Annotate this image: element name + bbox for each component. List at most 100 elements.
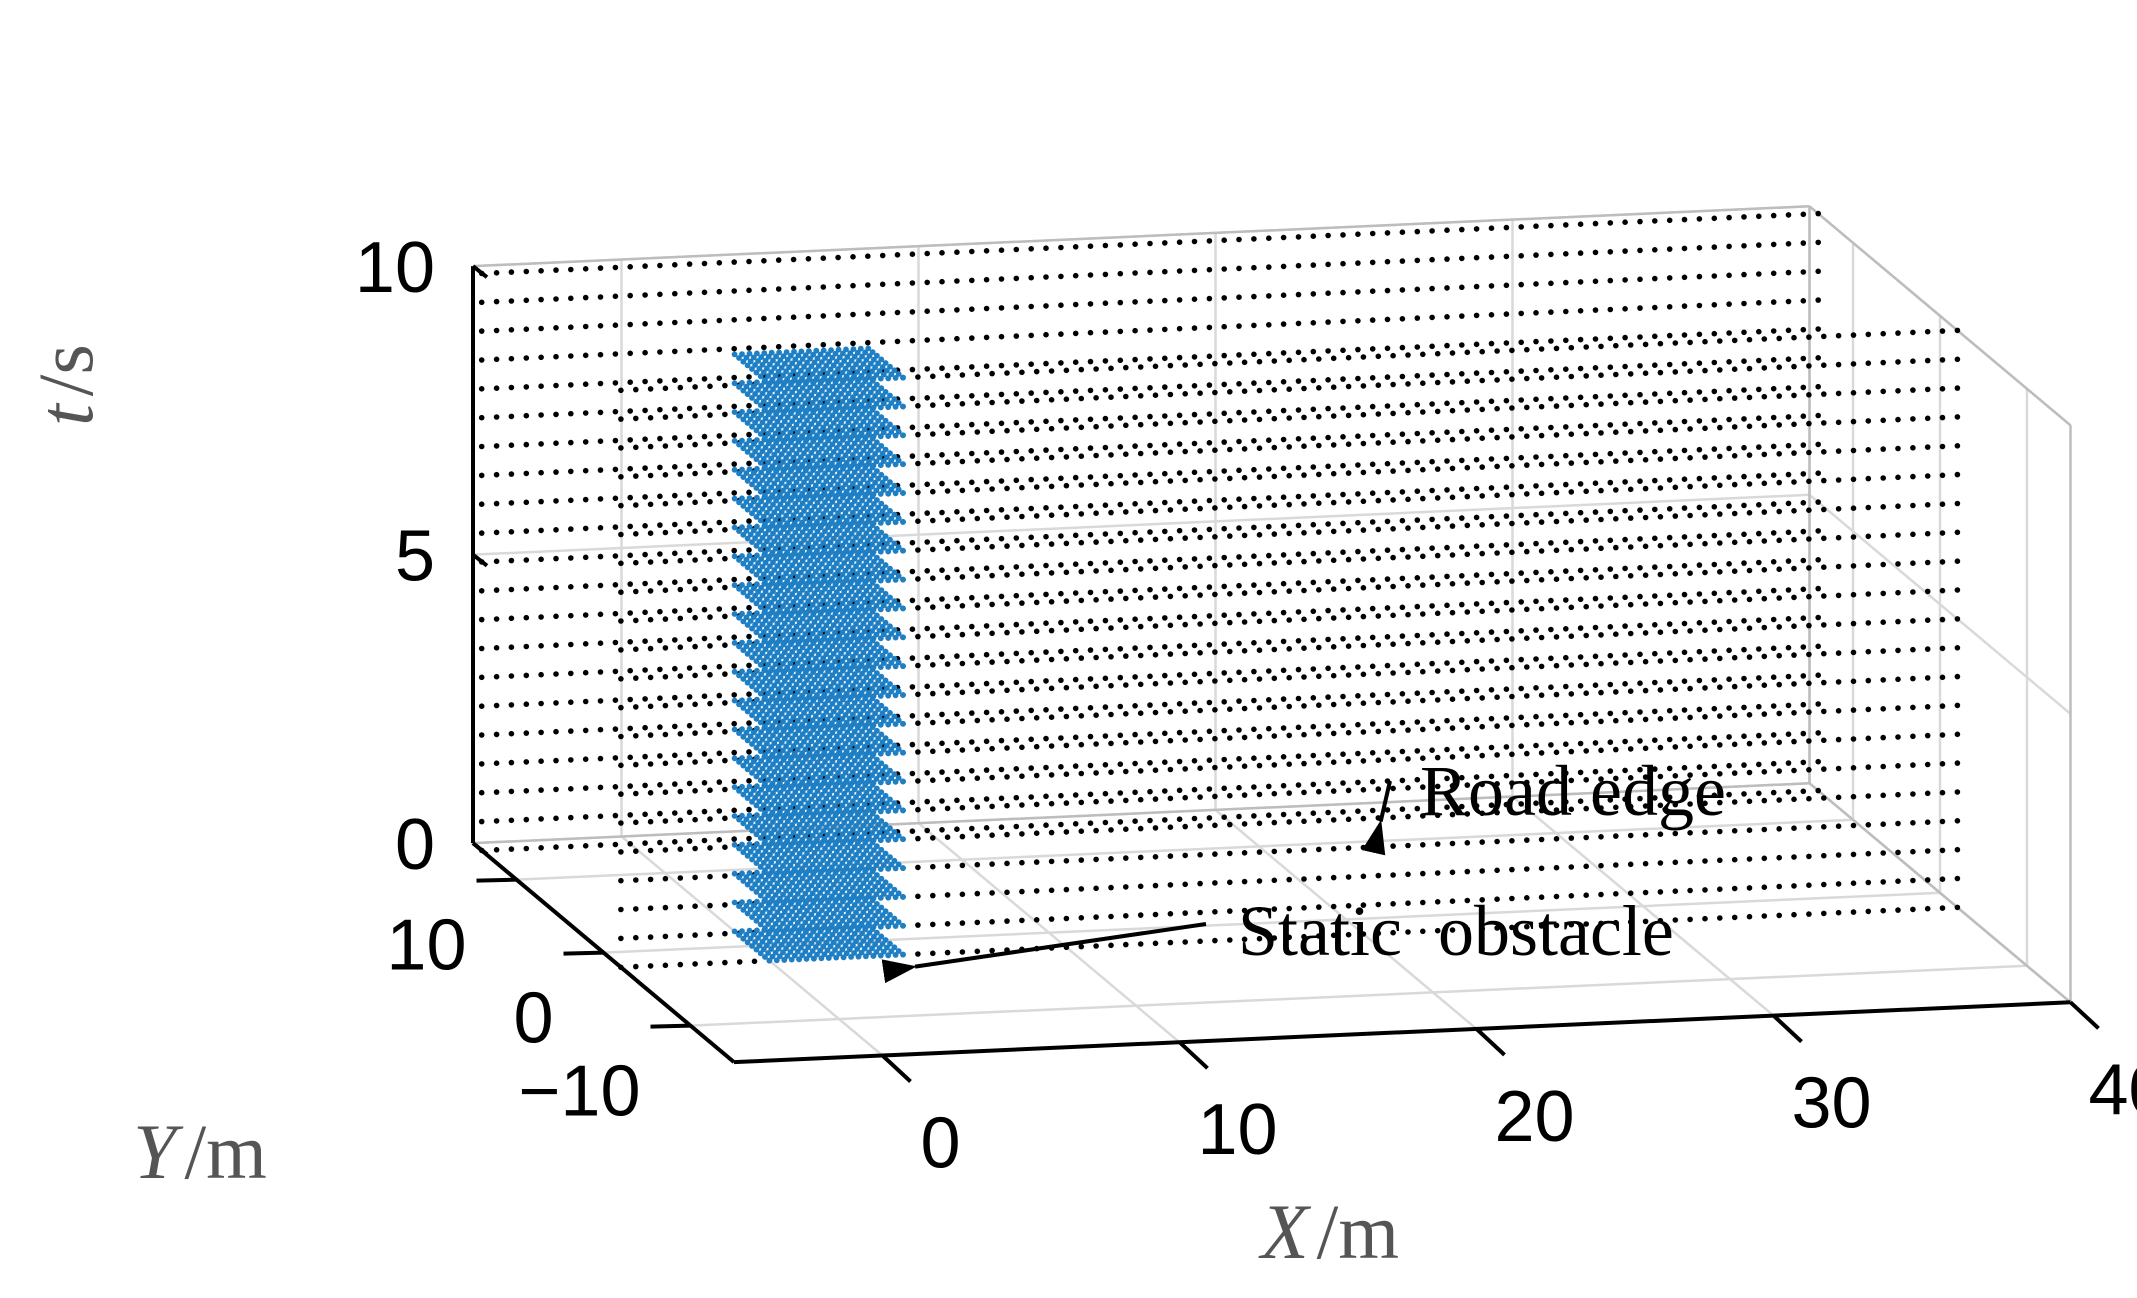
road-edge-point	[1013, 275, 1020, 282]
road-edge-point	[1191, 642, 1198, 649]
road-edge-point	[1295, 464, 1302, 471]
road-edge-point	[1212, 620, 1218, 627]
static-obstacle-point	[762, 867, 768, 874]
road-edge-point	[582, 785, 589, 791]
road-edge-point	[1518, 483, 1524, 490]
road-edge-point	[939, 336, 945, 343]
static-obstacle-point	[838, 881, 844, 888]
road-edge-point	[989, 947, 995, 954]
road-edge-point	[930, 604, 936, 610]
road-edge-point	[1509, 491, 1515, 498]
road-edge-point	[989, 486, 995, 492]
static-obstacle-point	[839, 802, 846, 809]
road-edge-point	[1577, 769, 1584, 776]
static-obstacle-point	[749, 856, 755, 863]
road-edge-point	[1800, 211, 1807, 218]
road-edge-point	[716, 490, 723, 497]
road-edge-point	[1182, 535, 1188, 541]
road-edge-point	[1429, 603, 1435, 609]
road-edge-point	[1434, 812, 1441, 819]
road-edge-point	[1375, 411, 1382, 417]
road-edge-point	[1717, 367, 1723, 373]
road-edge-point	[1488, 715, 1495, 722]
road-edge-point	[716, 288, 723, 295]
static-obstacle-point	[895, 832, 902, 839]
static-obstacle-point	[884, 915, 890, 922]
road-edge-point	[692, 788, 698, 794]
road-edge-point	[1013, 823, 1020, 830]
road-edge-point	[1939, 443, 1946, 450]
road-edge-point	[731, 605, 737, 612]
static-obstacle-point	[863, 934, 870, 940]
road-edge-point	[1033, 397, 1040, 404]
road-edge-point	[1821, 362, 1827, 369]
road-edge-point	[1622, 219, 1628, 225]
road-edge-point	[1227, 446, 1233, 453]
road-edge-point	[746, 835, 752, 842]
road-edge-point	[633, 790, 639, 797]
road-edge-point	[1583, 892, 1589, 898]
road-edge-point	[1954, 904, 1961, 911]
road-edge-point	[1345, 441, 1352, 448]
road-edge-point	[930, 863, 936, 870]
static-obstacle-point	[773, 784, 780, 791]
road-edge-point	[1568, 662, 1575, 668]
road-edge-point	[662, 933, 669, 940]
static-obstacle-point	[845, 881, 852, 887]
road-edge-point	[930, 517, 936, 524]
road-edge-point	[1702, 887, 1708, 893]
static-obstacle-point	[770, 819, 776, 825]
road-edge-point	[1043, 505, 1049, 511]
road-edge-point	[1117, 819, 1124, 825]
road-edge-point	[1043, 562, 1049, 569]
road-edge-point	[1137, 450, 1144, 457]
road-edge-point	[1345, 614, 1352, 621]
road-edge-point	[1256, 878, 1263, 884]
static-obstacle-point	[780, 862, 786, 869]
road-edge-point	[909, 741, 916, 748]
road-edge-point	[1939, 674, 1946, 681]
static-obstacle-point	[775, 859, 782, 865]
road-edge-point	[1494, 579, 1500, 585]
static-obstacle-point	[796, 812, 802, 818]
road-edge-point	[1865, 793, 1872, 799]
road-edge-point	[1286, 386, 1292, 393]
road-edge-point	[1785, 673, 1792, 680]
road-edge-point	[493, 818, 500, 824]
road-edge-point	[1191, 815, 1198, 822]
road-edge-point	[1479, 781, 1485, 788]
road-edge-point	[1340, 434, 1346, 440]
road-edge-point	[1524, 606, 1530, 613]
road-edge-point	[1013, 246, 1020, 253]
road-edge-point	[1108, 480, 1114, 487]
road-edge-point	[1405, 756, 1411, 762]
road-edge-point	[1533, 800, 1539, 806]
road-edge-point	[1271, 819, 1278, 826]
road-edge-point	[1459, 399, 1465, 406]
road-edge-point	[657, 464, 663, 471]
road-edge-point	[618, 762, 624, 769]
road-edge-point	[1622, 507, 1628, 514]
road-edge-point	[1043, 793, 1049, 800]
road-edge-point	[1835, 361, 1842, 368]
road-edge-point	[662, 500, 669, 507]
static-obstacle-point	[844, 844, 851, 851]
road-edge-point	[707, 845, 713, 851]
road-edge-point	[1197, 938, 1203, 945]
road-edge-point	[1058, 821, 1064, 828]
road-edge-point	[1785, 616, 1792, 622]
road-edge-point	[974, 717, 981, 724]
road-edge-point	[1776, 335, 1782, 342]
road-edge-point	[1717, 742, 1723, 748]
road-edge-point	[701, 491, 708, 498]
road-edge-point	[1756, 703, 1762, 710]
static-obstacle-point	[793, 941, 800, 947]
road-edge-point	[1137, 768, 1144, 774]
road-edge-point	[1835, 852, 1842, 858]
road-edge-point	[1627, 861, 1634, 868]
static-obstacle-point	[864, 826, 871, 833]
road-edge-point	[1093, 568, 1099, 574]
road-edge-point	[1316, 760, 1322, 766]
road-edge-point	[1910, 704, 1916, 711]
road-edge-point	[1182, 910, 1188, 916]
